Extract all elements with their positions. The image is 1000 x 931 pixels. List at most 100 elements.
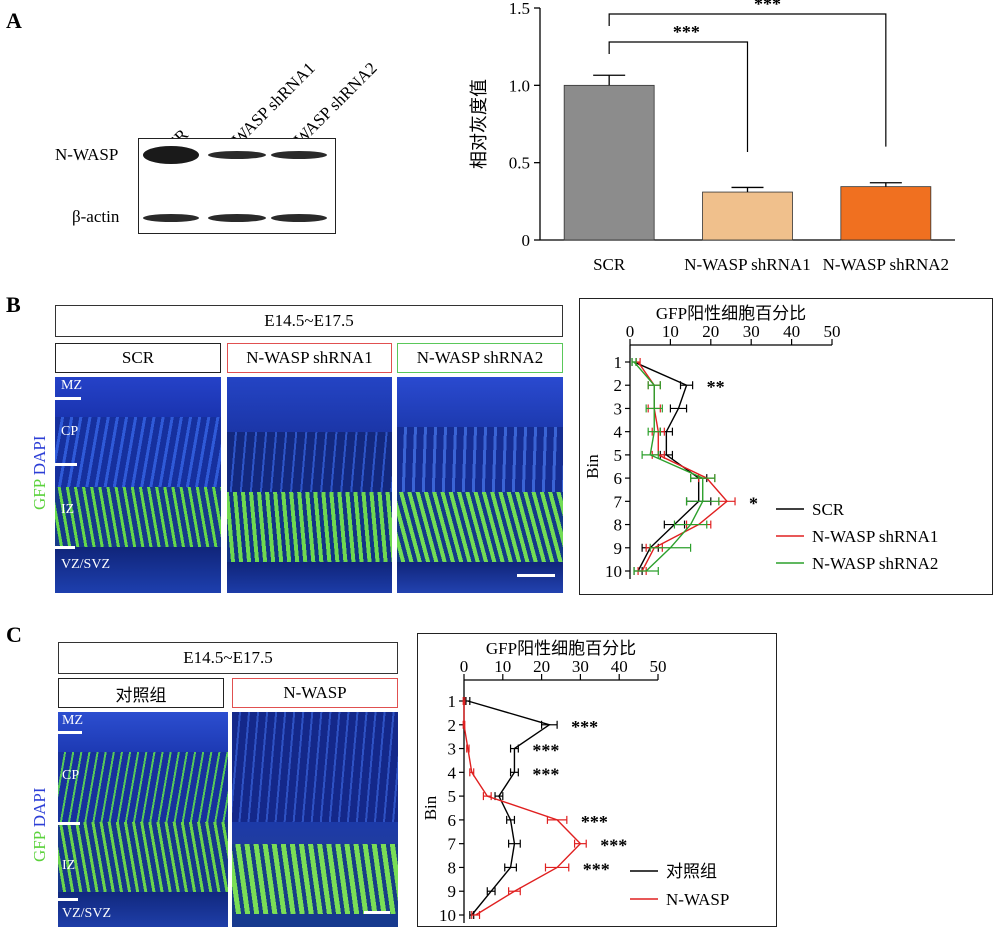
y-tick-label: 8 [614, 516, 623, 535]
panel-b-condition-shrna1-label: N-WASP shRNA1 [246, 348, 373, 367]
chart-title: GFP阳性细胞百分比 [486, 639, 636, 658]
series-line [467, 700, 551, 916]
micrograph-c-control: MZ CP IZ VZ/SVZ [58, 712, 228, 927]
y-tick-label: 10 [605, 562, 622, 581]
significance-bracket [608, 41, 749, 153]
zone-label-iz-c: IZ [62, 858, 76, 873]
panel-b-condition-shrna1: N-WASP shRNA1 [227, 343, 392, 373]
panel-c-label: C [6, 622, 22, 647]
y-tick-label: 2 [448, 716, 457, 735]
significance-label: *** [581, 812, 608, 832]
zone-label-mz: MZ [61, 378, 82, 393]
bar [702, 191, 793, 241]
panel-c-stain-label: GFP DAPI [30, 788, 50, 862]
panel-c-condition-control-label: 对照组 [115, 685, 167, 705]
bar [840, 186, 932, 241]
micrograph-b-scr: MZ CP IZ VZ/SVZ [55, 377, 221, 593]
y-tick-label: 1 [614, 353, 623, 372]
y-tick-label: 0 [522, 231, 531, 250]
panel-c-stain-gfp: GFP [30, 831, 49, 862]
panel-c-gfp-percentage-chart: GFP阳性细胞百分比 0 10 20 30 40 50 1 2 3 4 5 6 7 8 9 10 Bin *** **… [421, 639, 729, 925]
zone-label-iz: IZ [61, 502, 75, 517]
y-tick-label: 3 [448, 740, 457, 759]
panel-a-label: A [6, 8, 22, 33]
bar [563, 84, 655, 241]
x-tick-label: 50 [650, 657, 667, 676]
zone-label-cp: CP [61, 424, 79, 439]
panel-b-label: B [6, 292, 21, 317]
scale-bar-b [517, 574, 555, 577]
x-tick-label: N-WASP shRNA2 [823, 255, 949, 274]
scale-bar-c [364, 911, 390, 914]
significance-label: *** [754, 0, 781, 14]
y-tick-label: 7 [614, 492, 623, 511]
significance-bracket [608, 13, 887, 147]
micrograph-b-shrna2 [397, 377, 563, 593]
zone-label-vzsvz: VZ/SVZ [61, 557, 110, 572]
micrograph-b-shrna1 [227, 377, 392, 593]
panel-b-condition-scr-label: SCR [121, 348, 155, 367]
x-tick-label: N-WASP shRNA1 [684, 255, 810, 274]
y-tick-label: 1.5 [509, 0, 530, 18]
panel-b-stain-dapi: DAPI [30, 435, 49, 476]
panel-c-condition-nwasp: N-WASP [232, 678, 398, 708]
x-tick-label: 10 [662, 322, 679, 341]
panel-b-timeline-box: E14.5~E17.5 [55, 305, 563, 337]
x-tick-label: 50 [824, 322, 841, 341]
legend-label: N-WASP [666, 890, 729, 909]
y-tick-label: 8 [448, 858, 457, 877]
x-tick-label: SCR [593, 255, 626, 274]
x-tick-label: 30 [572, 657, 589, 676]
significance-label: *** [532, 741, 559, 761]
y-tick-label: 5 [614, 446, 623, 465]
panel-b-timeline: E14.5~E17.5 [264, 311, 354, 330]
panel-b-stain-gfp: GFP [30, 479, 49, 510]
x-tick-label: 0 [460, 657, 469, 676]
x-tick-label: 0 [626, 322, 635, 341]
y-tick-label: 7 [448, 835, 457, 854]
y-tick-label: 1.0 [509, 76, 530, 95]
legend-label: N-WASP shRNA2 [812, 554, 938, 573]
panel-c-timeline-box: E14.5~E17.5 [58, 642, 398, 674]
blot-row-label-actin: β-actin [72, 207, 120, 226]
micrograph-c-nwasp [232, 712, 398, 927]
significance-label: *** [673, 22, 700, 42]
panel-b-condition-shrna2: N-WASP shRNA2 [397, 343, 563, 373]
panel-b-condition-shrna2-label: N-WASP shRNA2 [416, 348, 544, 367]
significance-label: *** [583, 859, 610, 879]
y-tick-label: 5 [448, 787, 457, 806]
y-axis-label: Bin [421, 795, 440, 820]
y-tick-label: 9 [614, 539, 623, 558]
panel-c-stain-dapi: DAPI [30, 787, 49, 828]
y-tick-label: 1 [448, 692, 457, 711]
x-tick-label: 20 [533, 657, 550, 676]
series-line [463, 701, 582, 916]
panel-b-condition-scr: SCR [55, 343, 221, 373]
x-tick-label: 30 [743, 322, 760, 341]
significance-label: * [749, 493, 758, 513]
chart-title: GFP阳性细胞百分比 [656, 304, 806, 323]
western-blot-bands [143, 146, 327, 222]
y-tick-label: 2 [614, 376, 623, 395]
significance-label: ** [707, 377, 725, 397]
legend-label: N-WASP shRNA1 [812, 527, 938, 546]
x-tick-label: 10 [494, 657, 511, 676]
y-tick-label: 3 [614, 399, 623, 418]
legend-label: 对照组 [666, 862, 717, 881]
panel-c-condition-control: 对照组 [58, 678, 224, 708]
x-tick-label: 20 [702, 322, 719, 341]
panel-b-stain-label: GFP DAPI [30, 436, 50, 510]
series-line [633, 361, 704, 572]
blot-row-label-nwasp: N-WASP [55, 145, 119, 164]
y-tick-label: 4 [448, 763, 457, 782]
x-tick-label: 40 [783, 322, 800, 341]
y-tick-label: 0.5 [509, 154, 530, 173]
significance-label: *** [532, 764, 559, 784]
y-tick-label: 6 [448, 811, 457, 830]
y-axis-label: 相对灰度值 [469, 79, 489, 169]
legend-label: SCR [812, 500, 845, 519]
zone-label-vzsvz-c: VZ/SVZ [62, 906, 111, 921]
panel-b-chart-frame: GFP阳性细胞百分比 0 10 20 30 40 50 1 2 3 4 5 6 7 8 9 10 Bin ** * SC… [579, 298, 993, 595]
y-axis-label: Bin [583, 454, 602, 479]
